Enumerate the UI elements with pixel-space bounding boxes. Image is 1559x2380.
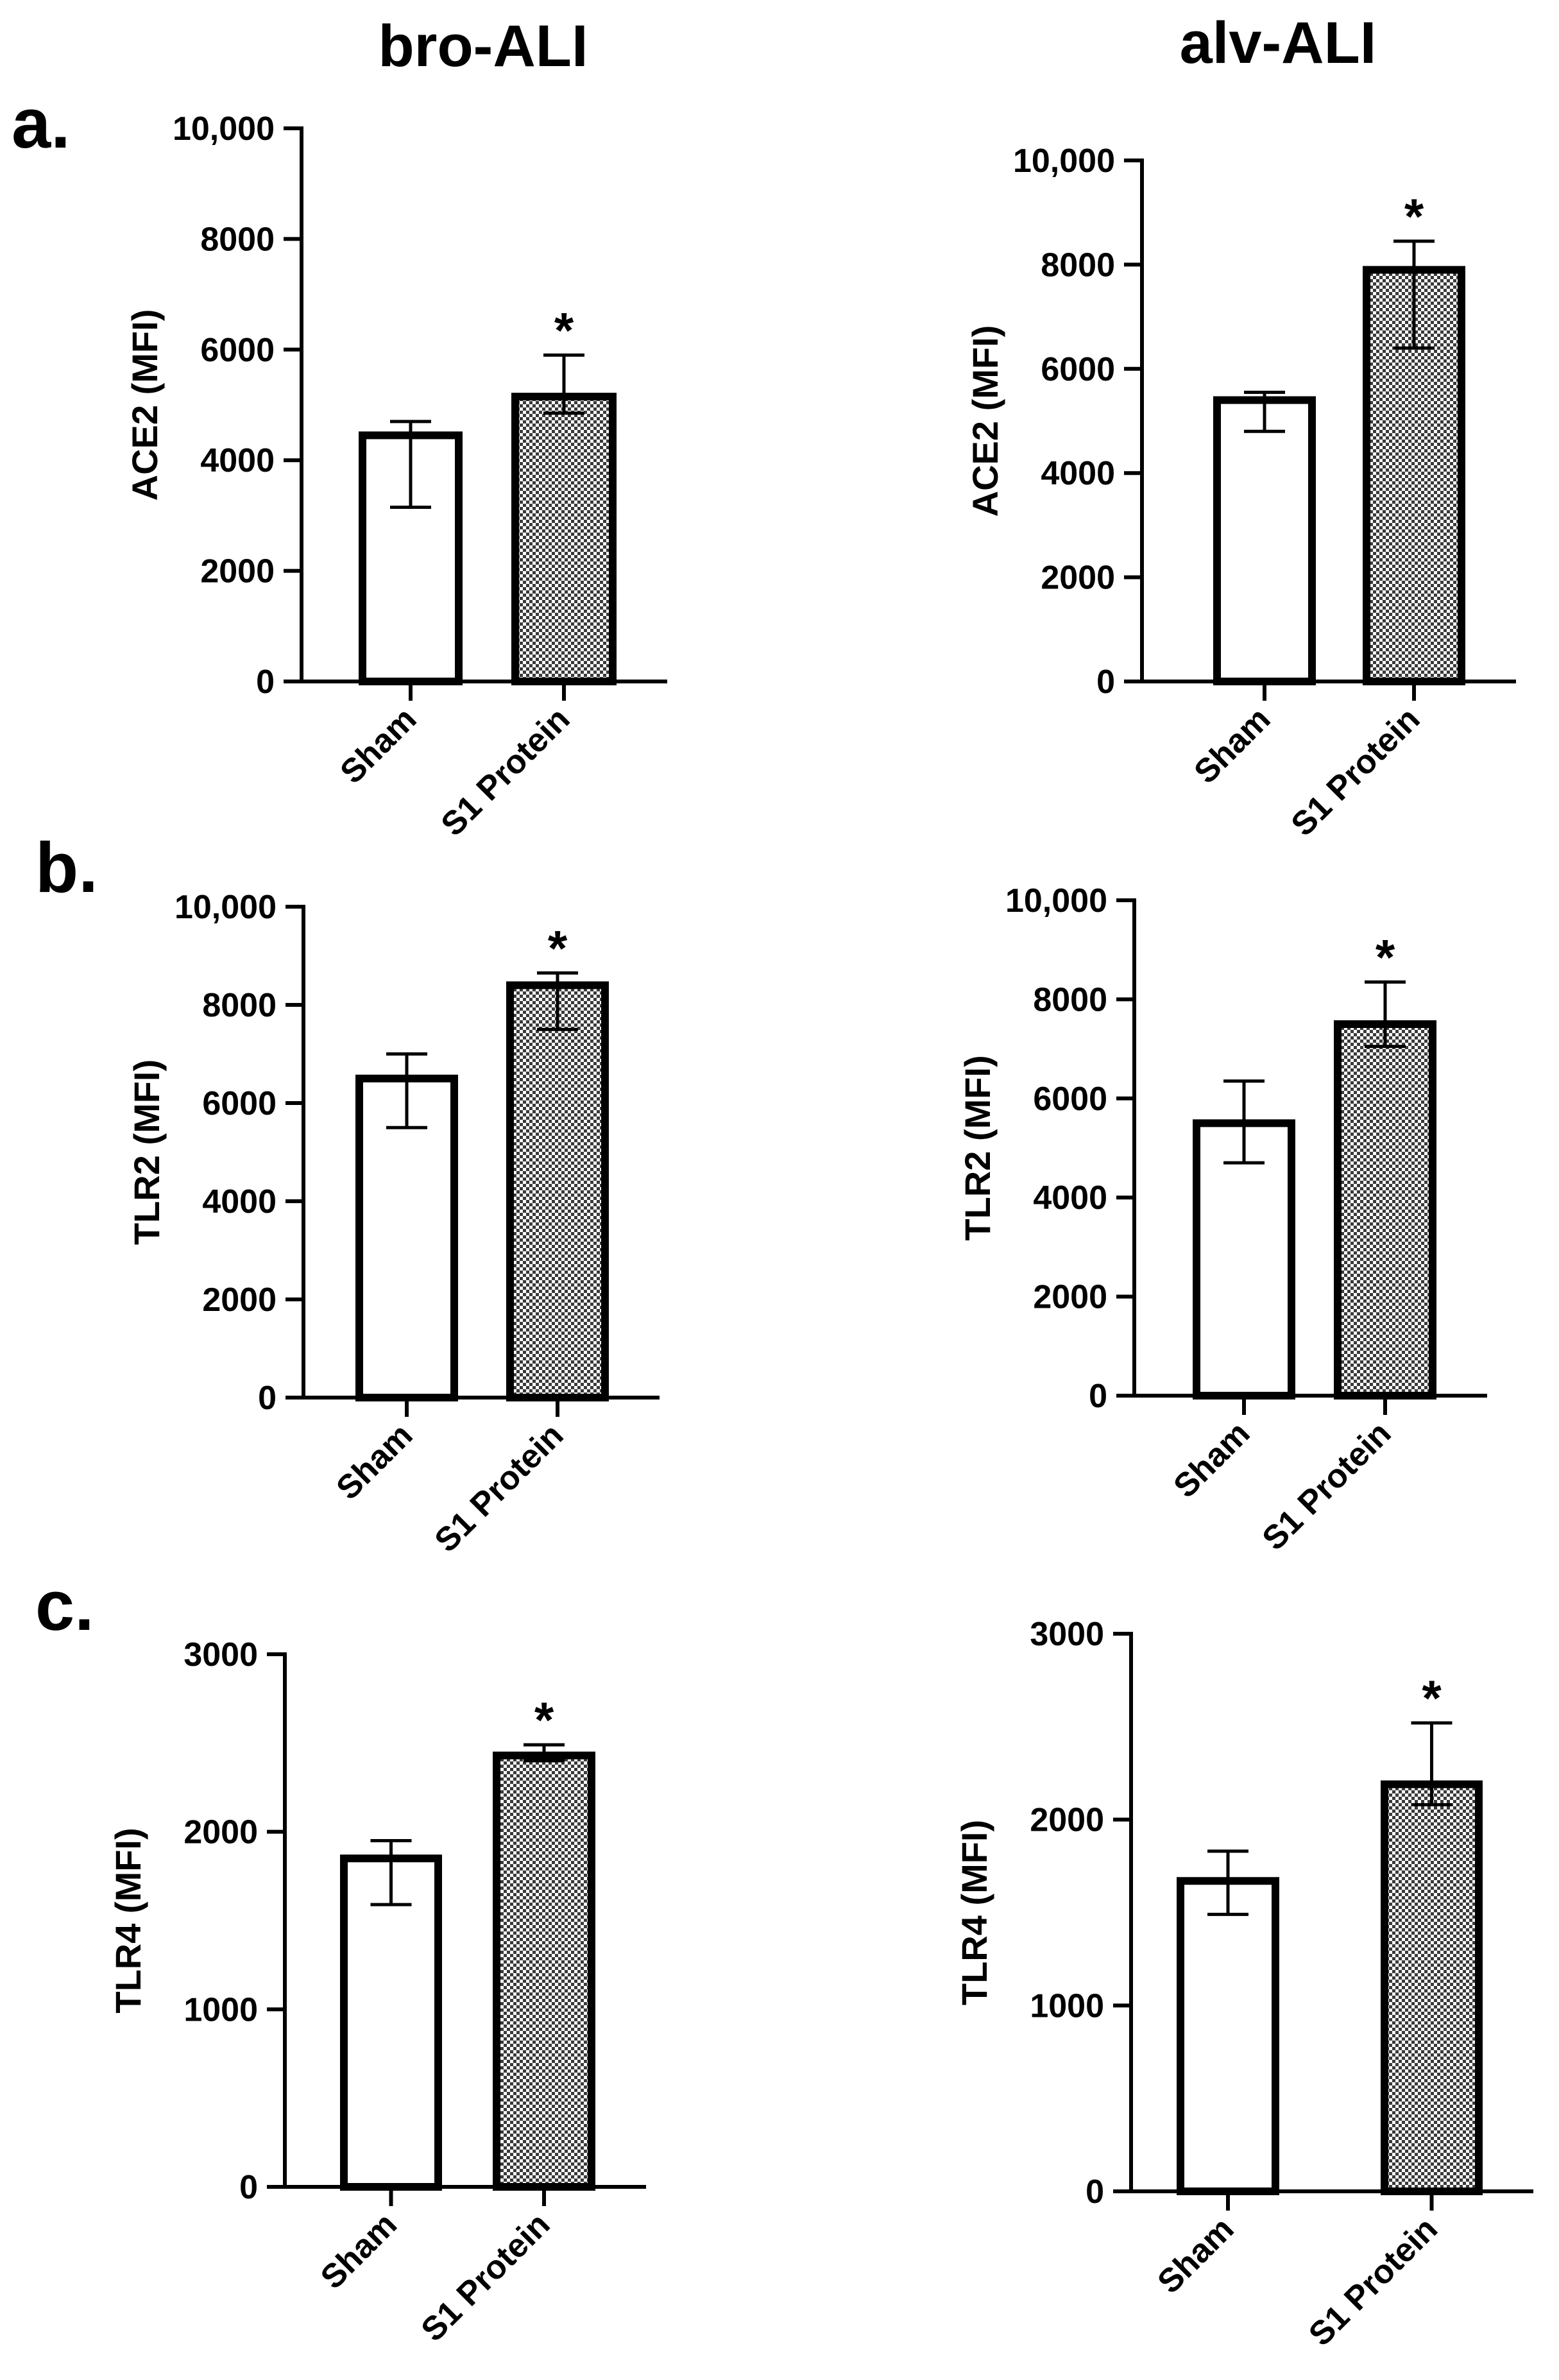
column-title-bro-ali: bro-ALI [378,13,588,79]
bar-s1-protein [1334,1020,1436,1400]
y-tick-label: 2000 [1030,1802,1104,1839]
x-category-label: S1 Protein [434,700,577,843]
y-tick-label: 2000 [202,1281,277,1319]
x-category-label: Sham [333,700,423,791]
y-tick-label: 4000 [1041,455,1115,492]
y-tick-label: 3000 [183,1636,258,1674]
chart-c-alv-ali: * 0 1000 2000 3000 Sham S1 Protein TLR4 (MFI) [954,1616,1533,2353]
chart-b-bro-ali: * 0 2000 4000 6000 8000 10,000 Sham S1 Protein TL… [126,889,660,1559]
y-axis-title: TLR2 (MFI) [126,1059,167,1245]
y-tick-label: 0 [239,2169,258,2206]
y-tick-label: 2000 [183,1814,258,1851]
y-tick-label: 1000 [183,1991,258,2028]
y-tick-label: 3000 [1030,1616,1104,1653]
significance-mark: * [1376,929,1395,985]
y-tick-label: 4000 [1033,1179,1107,1217]
x-category-label: S1 Protein [1302,2210,1445,2353]
panel-label-a: a. [12,84,71,163]
y-tick-label: 6000 [202,1085,277,1122]
chart-a-bro-ali: * 0 2000 4000 6000 8000 10,000 Sham S1 Protein AC… [124,110,667,843]
significance-mark: * [1422,1670,1442,1726]
y-tick-label: 10,000 [175,889,277,926]
y-tick-label: 2000 [1041,560,1115,597]
y-tick-label: 1000 [1030,1987,1104,2025]
bar-s1-protein [511,393,617,685]
y-axis-title: TLR4 (MFI) [108,1828,148,2013]
y-tick-label: 0 [1096,663,1115,701]
y-axis-title: TLR2 (MFI) [957,1055,998,1240]
chart-c-bro-ali: * 0 1000 2000 3000 Sham S1 Protein TLR4 (MFI) [108,1636,646,2349]
panel-label-c: c. [35,1566,94,1645]
bar-s1-protein [506,981,609,1401]
y-tick-label: 8000 [1033,981,1107,1018]
chart-a-alv-ali: * 0 2000 4000 6000 8000 10,000 Sham S1 Protein AC… [965,142,1516,843]
y-tick-label: 8000 [1041,246,1115,284]
y-tick-label: 10,000 [173,110,275,148]
y-tick-label: 10,000 [1005,882,1107,920]
y-axis-title: TLR4 (MFI) [954,1820,994,2005]
y-tick-label: 2000 [1033,1279,1107,1316]
y-tick-label: 0 [1089,1378,1107,1415]
x-category-label: S1 Protein [428,1416,571,1559]
bar-s1-protein [1381,1780,1483,2195]
x-category-label: S1 Protein [414,2205,558,2349]
y-tick-label: 6000 [1033,1081,1107,1118]
y-axis-title: ACE2 (MFI) [965,325,1005,517]
x-category-label: Sham [329,1416,420,1507]
y-tick-label: 0 [256,663,275,701]
y-tick-label: 4000 [200,442,275,479]
x-category-label: S1 Protein [1284,700,1427,843]
bar-sham [1193,1119,1295,1400]
significance-mark: * [1404,188,1424,244]
y-tick-label: 6000 [200,332,275,369]
bar-sham [340,1854,442,2191]
y-tick-label: 0 [258,1380,277,1417]
significance-mark: * [534,1691,554,1748]
bar-s1-protein [493,1751,595,2191]
y-tick-label: 4000 [202,1183,277,1220]
x-category-label: Sham [1166,1414,1257,1505]
x-category-label: Sham [314,2205,404,2296]
bar-sham [1213,396,1316,686]
y-tick-label: 8000 [200,221,275,258]
y-tick-label: 8000 [202,987,277,1024]
y-tick-label: 6000 [1041,351,1115,388]
y-tick-label: 0 [1086,2173,1104,2211]
bar-sham [1177,1877,1279,2195]
significance-mark: * [554,302,574,358]
panel-label-b: b. [35,828,98,907]
x-category-label: Sham [1150,2210,1241,2300]
column-title-alv-ali: alv-ALI [1180,10,1377,76]
x-category-label: S1 Protein [1256,1414,1399,1557]
y-axis-title: ACE2 (MFI) [124,309,165,501]
y-tick-label: 2000 [200,553,275,590]
significance-mark: * [548,920,568,976]
y-tick-label: 10,000 [1013,142,1115,180]
x-category-label: Sham [1187,700,1277,791]
